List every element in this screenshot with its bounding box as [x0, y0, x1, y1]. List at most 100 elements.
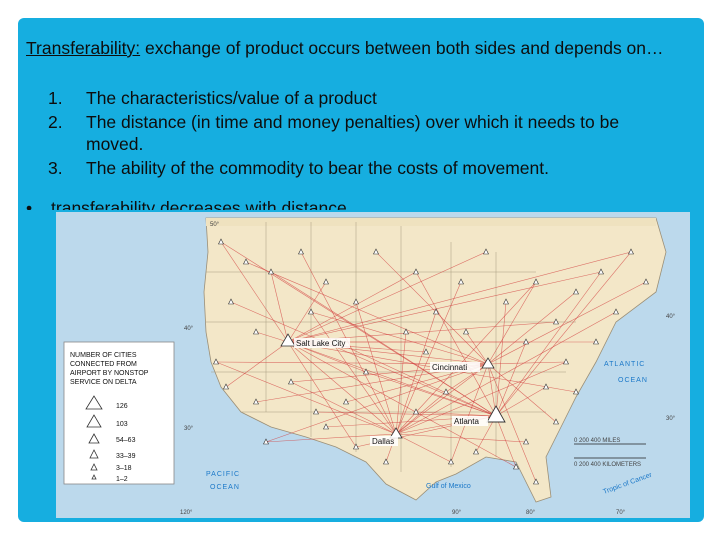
svg-text:Cincinnati: Cincinnati	[432, 363, 467, 372]
city-triangle-icon	[573, 288, 579, 295]
city-triangle-icon	[363, 368, 369, 375]
city-triangle-icon	[313, 408, 319, 415]
svg-text:90°: 90°	[452, 510, 462, 516]
hub-triangle-icon	[481, 357, 495, 369]
map-canada	[206, 218, 656, 226]
city-triangle-icon	[213, 358, 219, 365]
svg-text:70°: 70°	[616, 510, 626, 516]
city-triangle-icon	[288, 378, 294, 385]
svg-text:40°: 40°	[184, 326, 194, 332]
city-triangle-icon	[298, 248, 304, 255]
svg-text:SERVICE ON DELTA: SERVICE ON DELTA	[70, 379, 137, 386]
city-triangle-icon	[323, 423, 329, 430]
city-triangle-icon	[533, 478, 539, 485]
svg-text:0 200 400 KILOMETERS: 0 200 400 KILOMETERS	[574, 462, 641, 468]
city-triangle-icon	[598, 268, 604, 275]
city-triangle-icon	[353, 443, 359, 450]
city-triangle-icon	[403, 328, 409, 335]
scale-bar: 0 200 400 MILES 0 200 400 KILOMETERS	[574, 438, 646, 468]
svg-text:CONNECTED FROM: CONNECTED FROM	[70, 361, 137, 368]
svg-text:Dallas: Dallas	[372, 437, 394, 446]
city-triangle-icon	[573, 388, 579, 395]
city-triangle-icon	[553, 318, 559, 325]
hub-cincinnati: Cincinnati	[430, 357, 495, 372]
city-triangle-icon	[628, 248, 634, 255]
city-triangle-icon	[253, 398, 259, 405]
city-triangle-icon	[353, 298, 359, 305]
city-triangle-icon	[483, 248, 489, 255]
svg-text:30°: 30°	[666, 416, 676, 422]
list-item: 1. The characteristics/value of a product	[48, 88, 377, 108]
hub-triangle-icon	[280, 333, 296, 347]
bullet-partially-hidden: • transferability decreases with distanc…	[26, 198, 347, 210]
svg-text:126: 126	[116, 403, 128, 410]
city-triangle-icon	[503, 298, 509, 305]
city-triangle-icon	[373, 248, 379, 255]
svg-text:AIRPORT BY NONSTOP: AIRPORT BY NONSTOP	[70, 370, 149, 377]
city-triangle-icon	[263, 438, 269, 445]
svg-text:30°: 30°	[184, 426, 194, 432]
city-triangle-icon	[343, 398, 349, 405]
definition-block: Transferability: exchange of product occ…	[26, 38, 696, 178]
list-item: 2. The distance (in time and money penalt…	[48, 112, 620, 132]
hub-triangle-icon	[486, 405, 506, 423]
city-triangle-icon	[423, 348, 429, 355]
city-triangle-icon	[268, 268, 274, 275]
svg-text:50°: 50°	[210, 222, 220, 228]
svg-text:PACIFIC: PACIFIC	[206, 471, 240, 478]
city-triangle-icon	[593, 338, 599, 345]
city-triangle-icon	[218, 238, 224, 245]
city-triangle-icon	[543, 383, 549, 390]
route-lines	[215, 241, 647, 483]
city-triangle-icon	[563, 358, 569, 365]
hub-salt-lake-city: Salt Lake City	[280, 333, 350, 348]
legend-triangle-icon	[88, 433, 100, 444]
city-triangle-icon	[323, 278, 329, 285]
term-transferability: Transferability:	[26, 38, 141, 58]
svg-text:Salt Lake City: Salt Lake City	[296, 339, 345, 348]
svg-text:120°: 120°	[180, 510, 193, 516]
hub-dallas: Dallas	[370, 427, 403, 446]
definition-text: exchange of product occurs between both …	[140, 38, 664, 58]
delta-route-map: NUMBER OF CITIES CONNECTED FROM AIRPORT …	[56, 212, 690, 518]
svg-text:3–18: 3–18	[116, 465, 132, 472]
city-triangle-icon	[613, 308, 619, 315]
svg-text:Atlanta: Atlanta	[454, 417, 479, 426]
svg-text:OCEAN: OCEAN	[210, 484, 240, 491]
city-triangle-icon	[253, 328, 259, 335]
city-triangle-icon	[523, 438, 529, 445]
legend-triangle-icon	[90, 463, 98, 471]
city-triangle-icon	[458, 278, 464, 285]
city-triangle-icon	[228, 298, 234, 305]
svg-text:103: 103	[116, 421, 128, 428]
svg-text:OCEAN: OCEAN	[618, 377, 648, 384]
legend-triangle-icon	[91, 474, 97, 480]
list-item: 3. The ability of the commodity to bear t…	[48, 158, 549, 178]
city-triangle-icon	[473, 448, 479, 455]
city-triangle-icon	[523, 338, 529, 345]
svg-text:NUMBER OF CITIES: NUMBER OF CITIES	[70, 352, 137, 359]
city-triangle-icon	[413, 268, 419, 275]
city-triangle-icon	[308, 308, 314, 315]
city-triangle-icon	[383, 458, 389, 465]
svg-text:40°: 40°	[666, 314, 676, 320]
city-triangle-icon	[463, 328, 469, 335]
legend-triangle-icon	[89, 449, 99, 459]
svg-text:1–2: 1–2	[116, 476, 128, 483]
city-triangle-icon	[513, 463, 519, 470]
hub-atlanta: Atlanta	[452, 405, 506, 426]
list-item-continuation: moved.	[86, 134, 144, 154]
legend-triangle-icon	[86, 414, 102, 428]
svg-text:80°: 80°	[526, 510, 536, 516]
svg-text:33–39: 33–39	[116, 453, 136, 460]
map-land	[203, 217, 667, 503]
svg-text:54–63: 54–63	[116, 437, 136, 444]
city-triangle-icon	[223, 383, 229, 390]
city-triangle-icon	[243, 258, 249, 265]
minor-city-markers	[213, 238, 649, 485]
svg-text:0 200 400 MILES: 0 200 400 MILES	[574, 438, 620, 444]
svg-text:Gulf of Mexico: Gulf of Mexico	[426, 483, 471, 490]
legend-triangle-icon	[85, 395, 103, 410]
city-triangle-icon	[448, 458, 454, 465]
city-triangle-icon	[443, 388, 449, 395]
